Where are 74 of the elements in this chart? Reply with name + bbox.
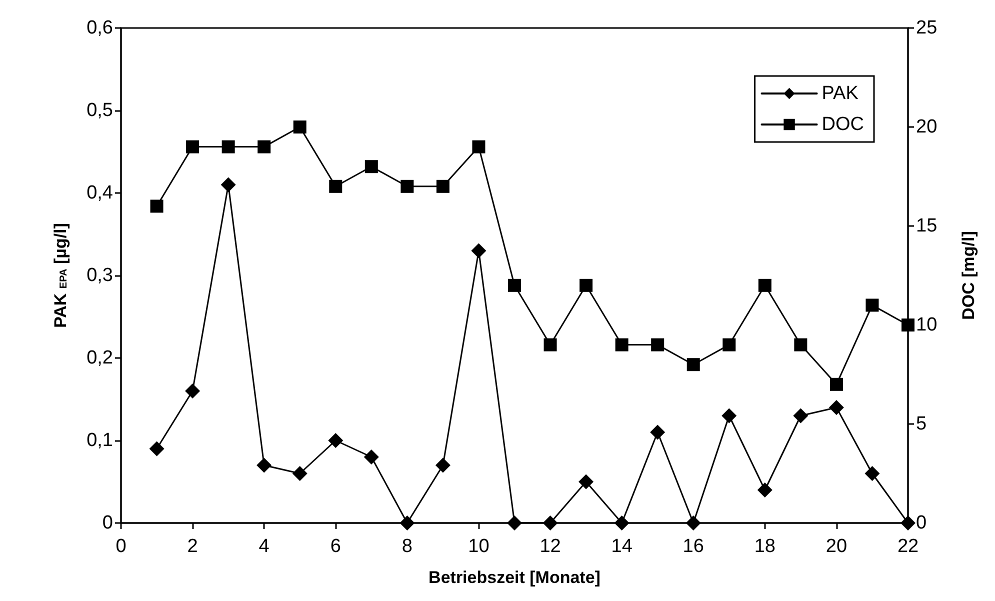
x-tick-label: 2 (187, 536, 198, 557)
point (794, 338, 808, 352)
y2-tick-label: 20 (916, 116, 938, 138)
point (902, 318, 914, 332)
point (651, 338, 664, 352)
point (435, 458, 450, 473)
point (866, 298, 879, 312)
y2-tick-label: 25 (916, 18, 938, 38)
y2-tick-label: 10 (916, 314, 938, 336)
point (686, 516, 701, 530)
point (436, 180, 450, 193)
point (364, 450, 379, 464)
x-tick-label: 4 (258, 536, 270, 557)
point (722, 408, 737, 424)
point (149, 441, 164, 456)
legend-label: DOC (822, 114, 864, 135)
point (900, 516, 916, 530)
point (222, 140, 235, 154)
point (329, 180, 342, 193)
point (150, 200, 164, 213)
point (186, 140, 200, 154)
y-tick-label: 0,6 (86, 18, 113, 38)
y-tick-label: 0,5 (86, 100, 113, 121)
x-axis-title: Betriebszeit [Monate] (428, 568, 600, 587)
y2-tick-label: 0 (916, 512, 927, 534)
legend-label: PAK (822, 83, 859, 104)
point (544, 338, 557, 352)
point (507, 516, 522, 530)
point (472, 140, 486, 154)
y-tick-label: 0,2 (86, 348, 113, 368)
point (793, 408, 808, 424)
y-tick-label: 0,4 (86, 182, 114, 204)
point (686, 358, 700, 372)
y2-tick-label: 5 (916, 414, 927, 434)
point (650, 424, 666, 440)
point (614, 516, 630, 530)
x-tick-label: 6 (330, 536, 341, 557)
point (400, 516, 415, 530)
point (293, 120, 306, 134)
y2-axis-title: DOC [mg/l] (959, 231, 978, 320)
y-axis-title: PAK EPA [µg/l] (51, 223, 70, 328)
point (722, 338, 736, 352)
point (185, 384, 200, 398)
point (615, 338, 628, 352)
point (580, 278, 593, 292)
point (400, 180, 414, 193)
x-tick-label: 16 (682, 536, 704, 557)
x-tick-label: 20 (826, 536, 848, 557)
x-tick-label: 22 (897, 536, 919, 557)
point (364, 160, 378, 174)
point (542, 516, 558, 530)
y2-tick-label: 15 (916, 216, 938, 236)
y-tick-label: 0,3 (86, 265, 113, 286)
point (256, 458, 272, 473)
point (508, 278, 521, 292)
point (758, 278, 772, 292)
point (258, 140, 271, 154)
point (830, 378, 843, 391)
point (828, 400, 844, 415)
x-tick-label: 12 (540, 536, 561, 557)
point (864, 466, 880, 481)
x-tick-label: 0 (116, 536, 126, 557)
y-tick-label: 0 (102, 512, 113, 534)
x-tick-label: 18 (754, 536, 776, 557)
point (220, 177, 236, 192)
point (328, 433, 344, 448)
x-tick-label: 14 (611, 536, 633, 557)
point (471, 243, 486, 258)
x-tick-label: 10 (468, 536, 490, 557)
x-tick-label: 8 (402, 536, 412, 557)
y-tick-label: 0,1 (86, 430, 113, 451)
point (757, 482, 772, 498)
point (292, 466, 308, 481)
point (578, 474, 594, 490)
